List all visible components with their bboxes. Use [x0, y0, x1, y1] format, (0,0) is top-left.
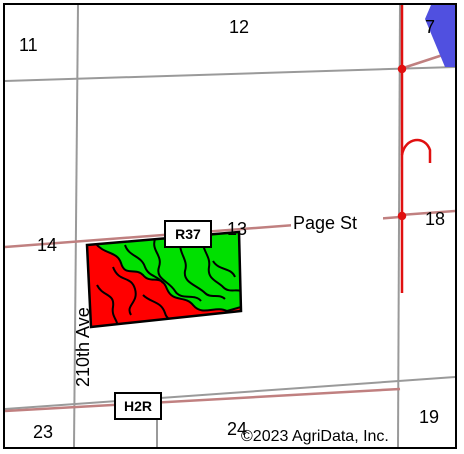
grid-line-east	[397, 5, 401, 447]
section-12: 12	[229, 17, 249, 37]
contour-3	[201, 236, 241, 292]
section-18: 18	[425, 209, 445, 229]
section-labels: 11 12 7 14 13 18 23 24 19	[19, 17, 445, 442]
section-24: 24	[227, 419, 247, 439]
grid-line-south	[5, 376, 455, 410]
road-label-page-st: Page St	[293, 213, 357, 233]
route-shield-h2r[interactable]: H2R	[114, 392, 162, 420]
shield-box	[114, 392, 162, 420]
junction-dot-page-st	[397, 211, 407, 221]
section-7: 7	[425, 17, 435, 37]
contour-7	[212, 260, 236, 278]
junction-dot-north	[397, 64, 407, 74]
shield-label: R37	[175, 226, 201, 242]
water-feature	[425, 5, 455, 67]
section-grid	[5, 5, 455, 447]
section-11: 11	[19, 35, 38, 55]
road-east-section18	[399, 209, 455, 217]
highway-ramp	[400, 138, 432, 163]
shield-box	[164, 220, 212, 248]
field-soil-map[interactable]	[85, 230, 243, 329]
map-frame[interactable]: 11 12 7 14 13 18 23 24 19 Page St 210th …	[3, 3, 457, 449]
section-19: 19	[419, 407, 439, 427]
highway	[397, 5, 432, 293]
contour-4	[112, 266, 137, 316]
shield-label: H2R	[124, 398, 152, 414]
road-labels: Page St 210th Ave	[73, 213, 383, 387]
route-shield-r37[interactable]: R37	[164, 220, 212, 248]
page-st-label-bg	[291, 213, 383, 233]
grid-line-north	[5, 66, 455, 82]
section-13: 13	[227, 219, 247, 239]
map-canvas[interactable]: 11 12 7 14 13 18 23 24 19 Page St 210th …	[5, 5, 455, 447]
contour-1	[153, 238, 202, 302]
section-14: 14	[37, 235, 57, 255]
contour-8	[124, 244, 164, 284]
road-south	[5, 387, 401, 413]
section-23: 23	[33, 422, 53, 442]
contour-5	[96, 284, 119, 327]
copyright-text: ©2023 AgriData, Inc.	[241, 428, 389, 445]
road-label-210th-ave: 210th Ave	[73, 307, 93, 387]
contour-2	[179, 238, 226, 300]
